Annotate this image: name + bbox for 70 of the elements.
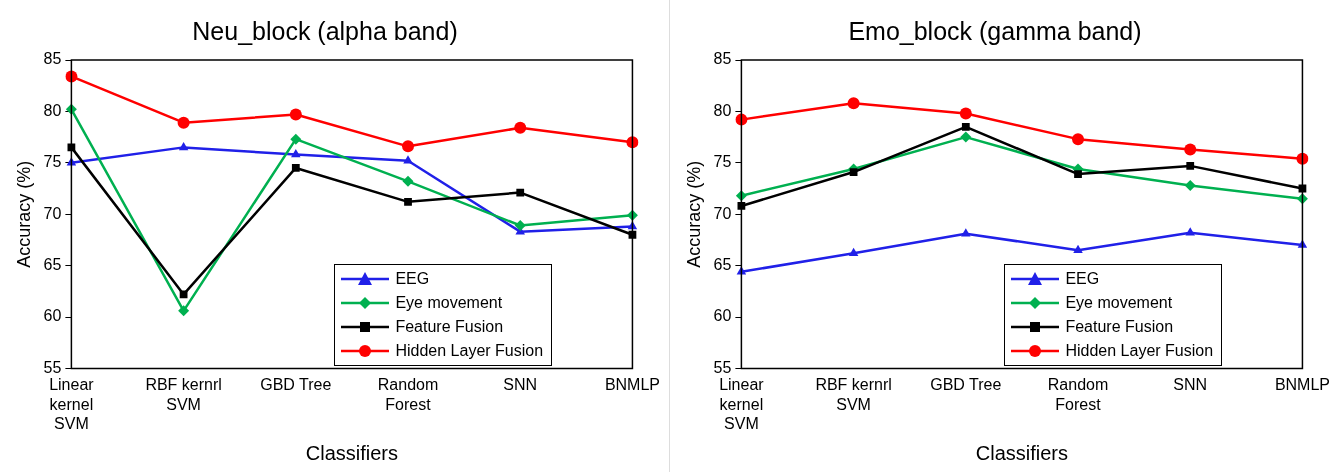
x-tick-label: RBF kernrl SVM [815,376,892,413]
y-tick-label: 65 [43,256,62,274]
legend-label: Hidden Layer Fusion [395,342,544,361]
point [849,168,858,176]
y-axis-title: Accuracy (%) [13,160,34,268]
legend-label: Feature Fusion [395,318,504,337]
y-tick-label: 85 [713,50,732,68]
y-tick-label: 75 [713,153,732,171]
x-tick-label: GBD Tree [930,376,1002,394]
x-tick-label: Random Forest [1047,376,1109,413]
x-tick-label: SNN [1173,376,1208,394]
legend-label: Hidden Layer Fusion [1065,342,1214,361]
y-tick-label: 70 [713,204,732,222]
point [960,131,972,143]
y-tick-label: 80 [713,101,732,119]
point [178,141,189,151]
point [1184,179,1196,191]
point [1185,227,1195,236]
point [179,290,188,299]
point [290,133,302,145]
legend-label: Feature Fusion [1065,318,1174,337]
y-tick-label: 75 [43,153,62,171]
y-axis-title: Accuracy (%) [683,160,704,268]
point [514,121,527,134]
x-axis-title: Classifiers [975,441,1069,464]
point [402,175,414,187]
point [404,197,412,206]
point [291,164,300,172]
y-tick-label: 80 [43,101,62,119]
point [514,220,526,232]
x-tick-label: Linear kernel SVM [719,376,765,432]
y-tick-label: 65 [713,256,732,274]
point [1072,133,1085,146]
point [736,266,747,275]
legend-label: Eye movement [395,294,503,313]
x-tick-label: SNN [503,376,538,394]
x-tick-label: RBF kernrl SVM [145,376,222,413]
x-tick-label: Linear kernel SVM [49,376,95,432]
y-tick-label: 85 [43,50,62,68]
legend-label: EEG [1065,270,1100,289]
x-tick-label: BNMLP [1274,376,1330,394]
x-axis-title: Classifiers [305,441,399,464]
x-tick-label: BNMLP [604,376,660,394]
y-tick-label: 70 [43,204,62,222]
y-tick-label: 55 [713,358,732,376]
x-tick-label: GBD Tree [260,376,332,394]
point [66,157,77,166]
legend-label: EEG [395,270,430,289]
y-tick-label: 60 [43,307,62,325]
point [1074,170,1082,178]
point [291,149,301,158]
y-tick-label: 55 [43,358,62,376]
chart-title: Neu_block (alpha band) [192,16,458,45]
point [847,97,860,110]
legend-label: Eye movement [1065,294,1173,313]
x-tick-label: Random Forest [377,376,439,413]
point [516,188,525,197]
point [289,108,302,121]
point [848,247,859,257]
point [178,305,190,317]
chart-title: Emo_block (gamma band) [848,16,1142,45]
point [402,140,415,153]
point [1186,162,1195,170]
point [177,116,190,129]
y-tick-label: 60 [713,307,732,325]
point [959,107,972,120]
point [1073,244,1083,253]
point [961,228,971,237]
point [961,122,970,131]
point [1184,143,1197,156]
